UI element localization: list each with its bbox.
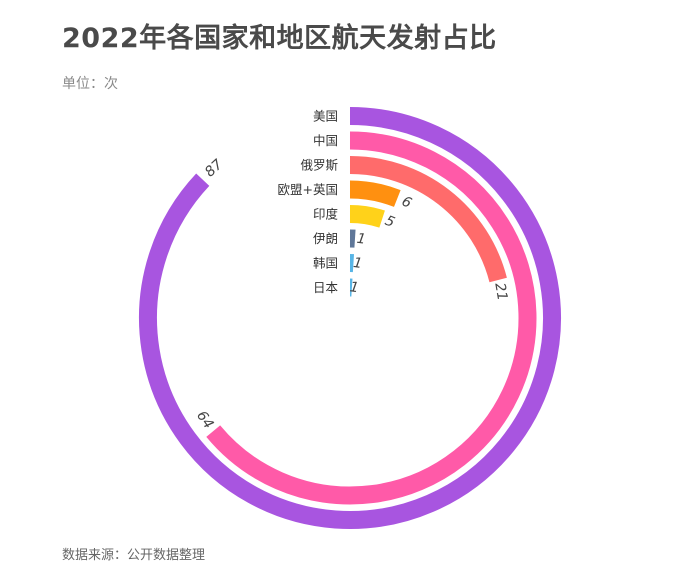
category-label: 中国 bbox=[313, 133, 338, 148]
value-label: 1 bbox=[356, 231, 367, 248]
chart-title: 2022年各国家和地区航天发射占比 bbox=[62, 23, 497, 54]
category-label: 印度 bbox=[313, 207, 339, 222]
category-label: 俄罗斯 bbox=[300, 158, 338, 173]
unit-label: 单位：次 bbox=[62, 76, 118, 92]
value-label: 64 bbox=[193, 408, 216, 432]
bar-俄罗斯 bbox=[349, 156, 507, 283]
data-source: 数据来源：公开数据整理 bbox=[62, 548, 206, 563]
value-label: 21 bbox=[491, 282, 510, 302]
bar-中国 bbox=[206, 131, 537, 505]
category-label: 欧盟+英国 bbox=[278, 182, 338, 197]
category-label: 伊朗 bbox=[313, 231, 338, 246]
category-label: 美国 bbox=[313, 109, 338, 124]
bar-欧盟+英国 bbox=[349, 180, 401, 207]
value-label: 1 bbox=[352, 255, 363, 272]
value-label: 5 bbox=[383, 213, 397, 231]
value-label: 6 bbox=[399, 193, 414, 211]
value-label: 1 bbox=[349, 279, 360, 296]
bar-美国 bbox=[139, 107, 561, 529]
value-label: 87 bbox=[202, 157, 226, 181]
bar-印度 bbox=[349, 205, 385, 228]
category-label: 日本 bbox=[313, 280, 339, 295]
category-label: 韩国 bbox=[313, 256, 338, 271]
